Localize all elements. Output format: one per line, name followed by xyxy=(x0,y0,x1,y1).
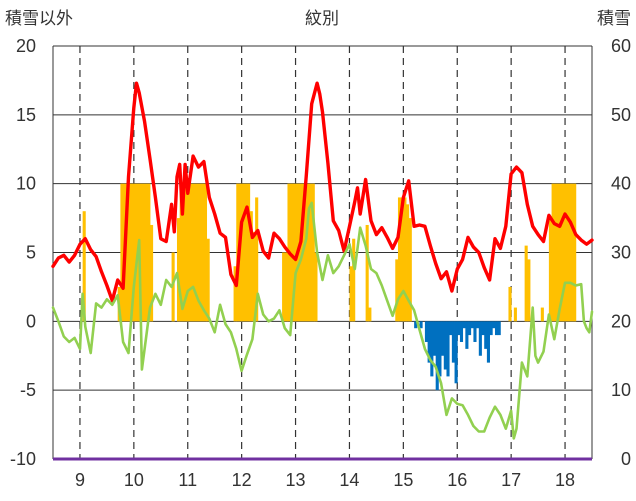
x-tick-label: 13 xyxy=(286,470,306,490)
x-tick-label: 12 xyxy=(232,470,252,490)
snow-bar xyxy=(462,321,466,329)
snow-bar xyxy=(406,204,410,322)
snow-bar xyxy=(236,183,251,322)
snow-bar xyxy=(82,211,86,322)
snow-bar xyxy=(459,321,464,342)
snow-bar xyxy=(449,321,453,336)
snow-bar xyxy=(150,224,154,322)
snow-bar xyxy=(397,197,407,322)
left-tick-label: 20 xyxy=(16,36,36,56)
right-tick-label: 20 xyxy=(611,311,631,331)
right-tick-label: 40 xyxy=(611,174,631,194)
snow-bar xyxy=(484,321,488,349)
snow-bar xyxy=(282,252,288,322)
snow-bar xyxy=(443,321,447,370)
snow-bar xyxy=(441,321,445,356)
snow-bar xyxy=(481,321,485,336)
snow-bar xyxy=(255,197,259,322)
red-series-line xyxy=(51,81,594,303)
snow-bar xyxy=(349,266,353,322)
snow-bar xyxy=(551,183,577,322)
snow-bar xyxy=(408,218,412,322)
snow-bar xyxy=(419,321,423,329)
snow-bar xyxy=(438,321,442,377)
right-axis-label: 積雪 xyxy=(597,9,631,28)
x-tick-label: 9 xyxy=(75,470,85,490)
snow-bar xyxy=(233,266,237,322)
snow-bar xyxy=(451,321,455,363)
right-tick-label: 10 xyxy=(611,380,631,400)
snow-bar xyxy=(540,307,544,322)
snow-bar xyxy=(365,224,369,322)
snow-bar xyxy=(527,259,531,322)
snow-bar xyxy=(486,321,490,363)
x-tick-label: 16 xyxy=(447,470,467,490)
x-tick-label: 14 xyxy=(339,470,359,490)
snow-bar xyxy=(473,321,477,342)
snow-bar xyxy=(206,238,210,322)
x-tick-label: 10 xyxy=(124,470,144,490)
left-tick-label: -5 xyxy=(20,380,36,400)
x-tick-label: 18 xyxy=(555,470,575,490)
snow-bar xyxy=(548,218,552,322)
snow-bar xyxy=(430,321,434,377)
snow-bar xyxy=(446,321,450,377)
snow-bar xyxy=(249,211,253,322)
snow-bar xyxy=(497,321,501,336)
snow-bar xyxy=(478,321,482,356)
snow-bar xyxy=(176,218,181,322)
snow-bar xyxy=(465,321,469,349)
snow-bar xyxy=(492,321,496,329)
snow-bar xyxy=(352,238,356,322)
left-tick-label: -10 xyxy=(10,449,36,469)
snow-bar xyxy=(314,252,318,322)
left-axis-label: 積雪以外 xyxy=(5,9,73,28)
snow-bar xyxy=(414,321,418,329)
snow-bar xyxy=(435,321,439,391)
snow-bar xyxy=(395,259,399,322)
right-tick-label: 60 xyxy=(611,36,631,56)
right-tick-label: 0 xyxy=(621,449,631,469)
x-tick-label: 17 xyxy=(501,470,521,490)
left-tick-label: 0 xyxy=(26,311,36,331)
right-tick-label: 50 xyxy=(611,105,631,125)
right-tick-label: 30 xyxy=(611,243,631,263)
snow-bar xyxy=(468,321,472,336)
snow-bar xyxy=(368,307,372,322)
labels: 紋別 積雪以外 積雪 -10 -5 0 5 10 15 20 0 10 20 30 40 50 60 9 10… xyxy=(5,9,631,490)
snow-bar xyxy=(454,321,458,384)
snow-bar xyxy=(252,231,256,322)
data-lines xyxy=(51,81,594,461)
snow-bar xyxy=(508,286,512,322)
left-tick-label: 5 xyxy=(26,243,36,263)
snow-bar xyxy=(470,321,474,329)
snow-bar xyxy=(513,307,517,322)
snow-bar xyxy=(171,252,175,322)
x-tick-label: 11 xyxy=(178,470,197,490)
snow-bar xyxy=(424,321,429,342)
snow-bar xyxy=(457,321,461,336)
x-tick-label: 15 xyxy=(393,470,413,490)
snow-bar xyxy=(432,321,437,356)
snow-bar xyxy=(524,245,528,322)
left-tick-label: 10 xyxy=(16,174,36,194)
snow-bar xyxy=(494,321,499,336)
snow-bar xyxy=(476,321,480,329)
chart-title: 紋別 xyxy=(305,9,339,28)
left-tick-label: 15 xyxy=(16,105,36,125)
green-series-line xyxy=(51,201,594,440)
snow-bar xyxy=(427,321,431,363)
snow-bar xyxy=(489,321,493,336)
